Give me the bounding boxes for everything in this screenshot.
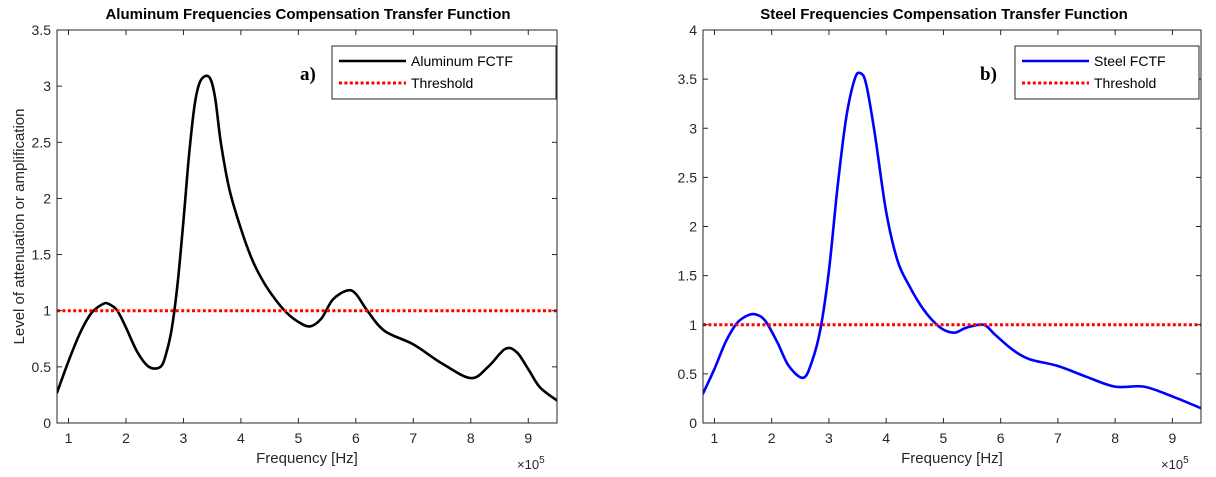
series-group <box>57 74 557 402</box>
x-tick-label: 3 <box>180 430 188 446</box>
x-axis-label: Frequency [Hz] <box>901 450 1003 467</box>
x-tick-label: 5 <box>940 430 948 446</box>
x-tick-label: 6 <box>997 430 1005 446</box>
x-tick-label: 2 <box>122 430 130 446</box>
y-tick-label: 2 <box>689 219 697 235</box>
legend-box <box>331 45 557 100</box>
chart-title: Steel Frequencies Compensation Transfer … <box>760 6 1128 23</box>
legend: Aluminum FCTF Threshold <box>331 45 557 100</box>
x-tick-label: 6 <box>352 430 360 446</box>
axes-box <box>56 29 558 424</box>
x-exponent-label: ×105 <box>517 455 545 472</box>
y-tick-label: 2.5 <box>32 134 52 150</box>
legend-entry: Steel FCTF <box>1094 53 1166 69</box>
x-tick-label: 3 <box>825 430 833 446</box>
x-tick-label: 8 <box>1111 430 1119 446</box>
y-tick-label: 0 <box>43 415 51 431</box>
x-tick-label: 2 <box>768 430 776 446</box>
x-tick-label: 9 <box>1168 430 1176 446</box>
x-exponent-power: 5 <box>1183 455 1189 466</box>
y-tick-label: 3.5 <box>32 22 52 38</box>
chart-aluminum: Aluminum Frequencies Compensation Transf… <box>11 6 558 472</box>
y-tick-label: 0.5 <box>32 359 52 375</box>
x-tick-label: 7 <box>409 430 417 446</box>
y-tick-label: 1 <box>689 317 697 333</box>
legend-entry: Threshold <box>1094 75 1156 91</box>
x-tick-label: 1 <box>65 430 73 446</box>
panel-label: a) <box>300 64 316 85</box>
y-tick-label: 1.5 <box>32 247 52 263</box>
y-tick-label: 3 <box>43 78 51 94</box>
x-tick-label: 1 <box>711 430 719 446</box>
legend-entry: Threshold <box>411 75 473 91</box>
legend-box <box>1014 45 1200 100</box>
y-tick-label: 0 <box>689 415 697 431</box>
aluminum-fctf-line <box>57 74 557 402</box>
x-exponent-power: 5 <box>539 455 545 466</box>
x-tick-label: 4 <box>882 430 890 446</box>
x-exponent-base: ×10 <box>517 457 539 472</box>
x-tick-label: 8 <box>467 430 475 446</box>
series-group <box>703 71 1201 410</box>
chart-steel: Steel Frequencies Compensation Transfer … <box>678 6 1202 472</box>
y-tick-label: 1 <box>43 303 51 319</box>
legend: Steel FCTF Threshold <box>1014 45 1200 100</box>
y-tick-label: 3.5 <box>678 71 698 87</box>
x-tick-label: 5 <box>294 430 302 446</box>
panel-label: b) <box>980 64 997 85</box>
y-tick-label: 2 <box>43 190 51 206</box>
x-axis-label: Frequency [Hz] <box>256 450 358 467</box>
x-exponent-label: ×105 <box>1161 455 1189 472</box>
y-tick-label: 2.5 <box>678 169 698 185</box>
x-tick-label: 9 <box>524 430 532 446</box>
steel-fctf-line <box>703 71 1201 410</box>
legend-entry: Aluminum FCTF <box>411 53 513 69</box>
y-tick-label: 4 <box>689 22 697 38</box>
x-tick-label: 4 <box>237 430 245 446</box>
y-tick-label: 1.5 <box>678 268 698 284</box>
x-tick-label: 7 <box>1054 430 1062 446</box>
y-axis-label: Level of attenuation or amplification <box>11 109 28 345</box>
chart-title: Aluminum Frequencies Compensation Transf… <box>105 6 510 23</box>
y-tick-label: 3 <box>689 120 697 136</box>
x-exponent-base: ×10 <box>1161 457 1183 472</box>
y-tick-label: 0.5 <box>678 366 698 382</box>
